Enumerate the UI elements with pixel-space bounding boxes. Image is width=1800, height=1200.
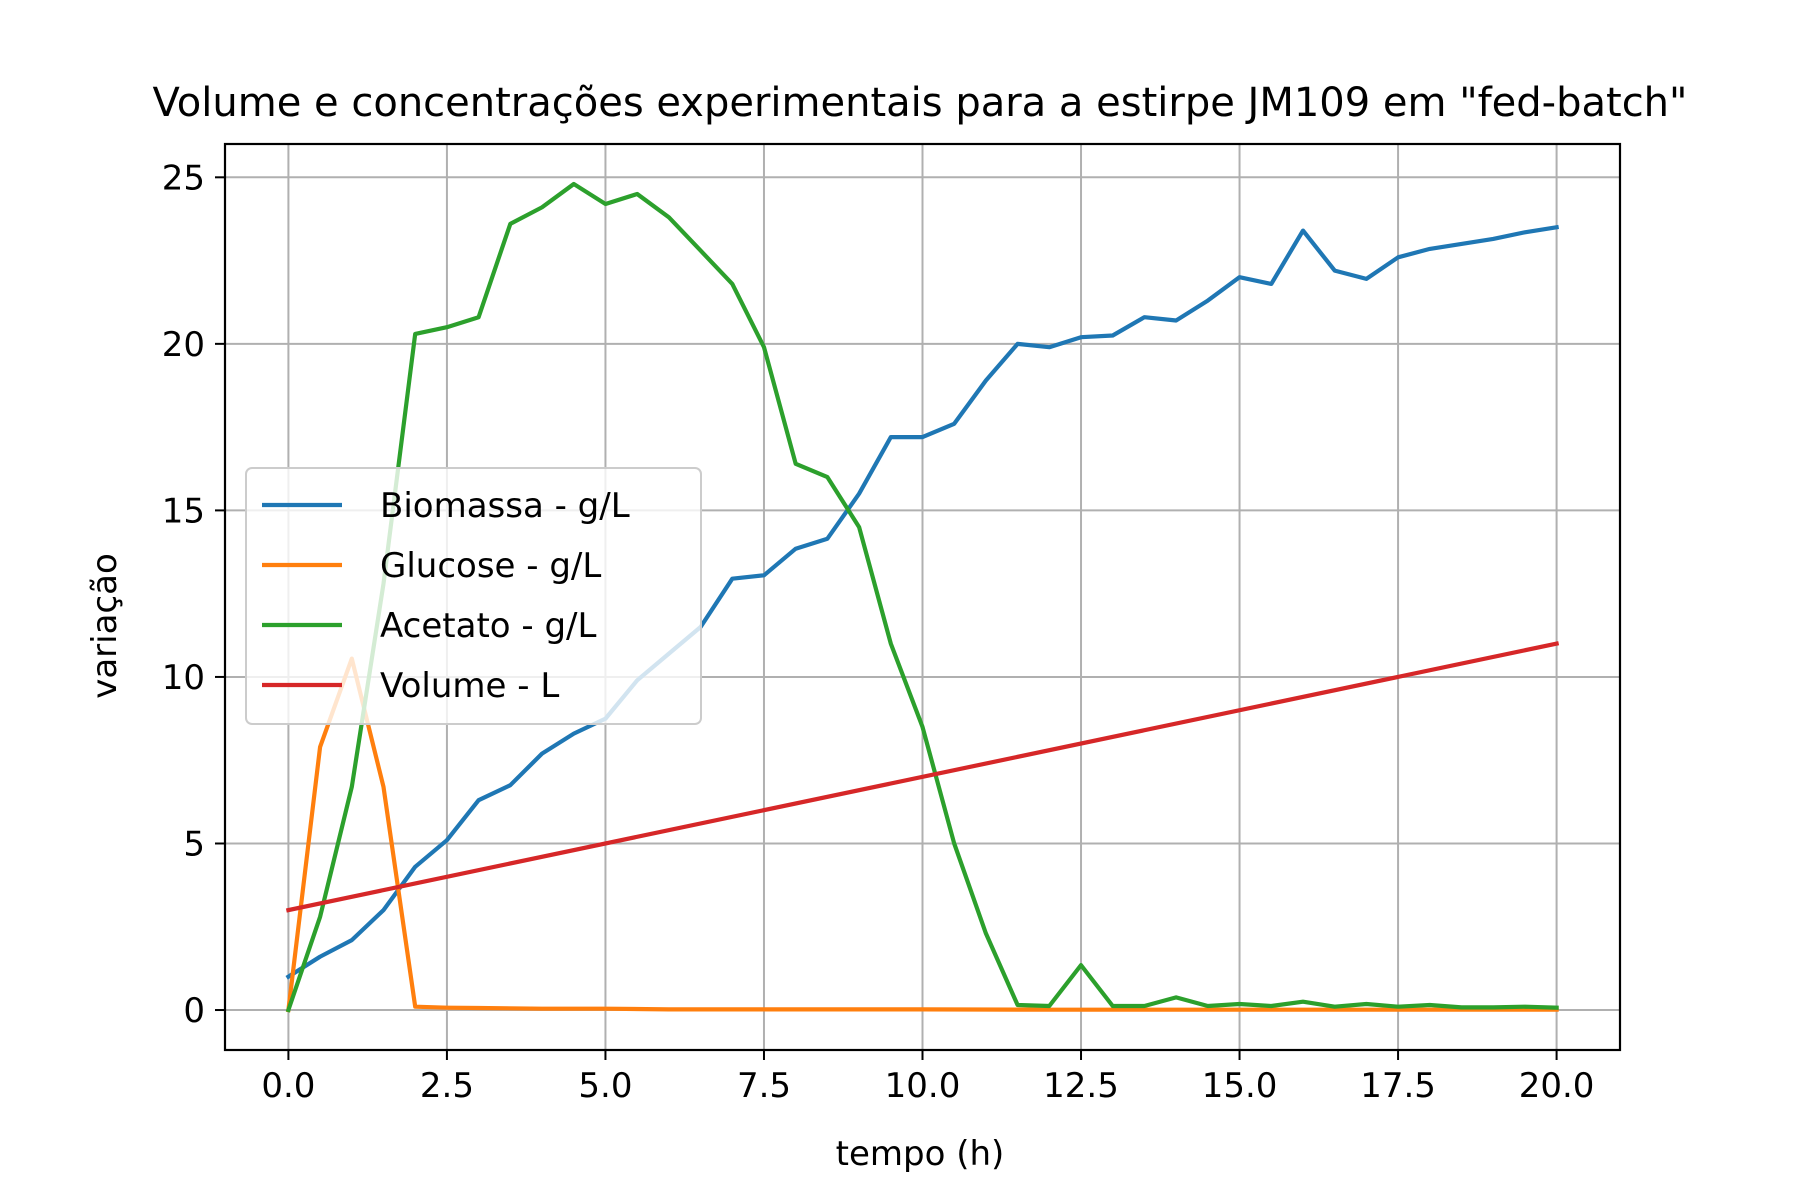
series-lines — [285, 181, 1560, 1013]
x-tick-label: 15.0 — [1202, 1066, 1278, 1106]
series-line-2 — [286, 656, 1559, 1013]
series-line-3 — [285, 181, 1559, 1013]
axis-ticks: 0.0 2.5 5.0 7.5 10.0 12.5 15.0 17.5 20.0 0 5 10 15 20… — [162, 158, 1595, 1106]
y-axis-label: variação — [85, 553, 125, 699]
x-tick-label: 7.5 — [737, 1066, 791, 1106]
x-tick-label: 12.5 — [1043, 1066, 1119, 1106]
legend: Biomassa - g/L Glucose - g/L Acetato - g/L… — [245, 467, 702, 725]
chart-title: Volume e concentrações experimentais par… — [153, 80, 1688, 126]
y-tick-label: 10 — [162, 658, 205, 698]
series-line-4 — [285, 641, 1560, 913]
legend-label-2: Glucose - g/L — [380, 546, 601, 586]
y-tick-label: 5 — [183, 824, 205, 864]
y-tick-label: 15 — [162, 491, 205, 531]
x-axis-label: tempo (h) — [836, 1134, 1005, 1174]
x-tick-label: 10.0 — [885, 1066, 961, 1106]
y-tick-label: 20 — [162, 325, 205, 365]
y-tick-label: 25 — [162, 158, 205, 198]
x-tick-label: 20.0 — [1519, 1066, 1595, 1106]
legend-box — [245, 467, 702, 725]
x-tick-label: 0.0 — [261, 1066, 315, 1106]
y-tick-label: 0 — [183, 991, 205, 1031]
legend-label-1: Biomassa - g/L — [380, 486, 630, 526]
x-tick-label: 17.5 — [1360, 1066, 1436, 1106]
x-tick-label: 5.0 — [578, 1066, 632, 1106]
legend-label-4: Volume - L — [380, 666, 559, 706]
x-tick-label: 2.5 — [420, 1066, 474, 1106]
legend-label-3: Acetato - g/L — [380, 606, 596, 646]
series-line-1 — [285, 224, 1560, 980]
